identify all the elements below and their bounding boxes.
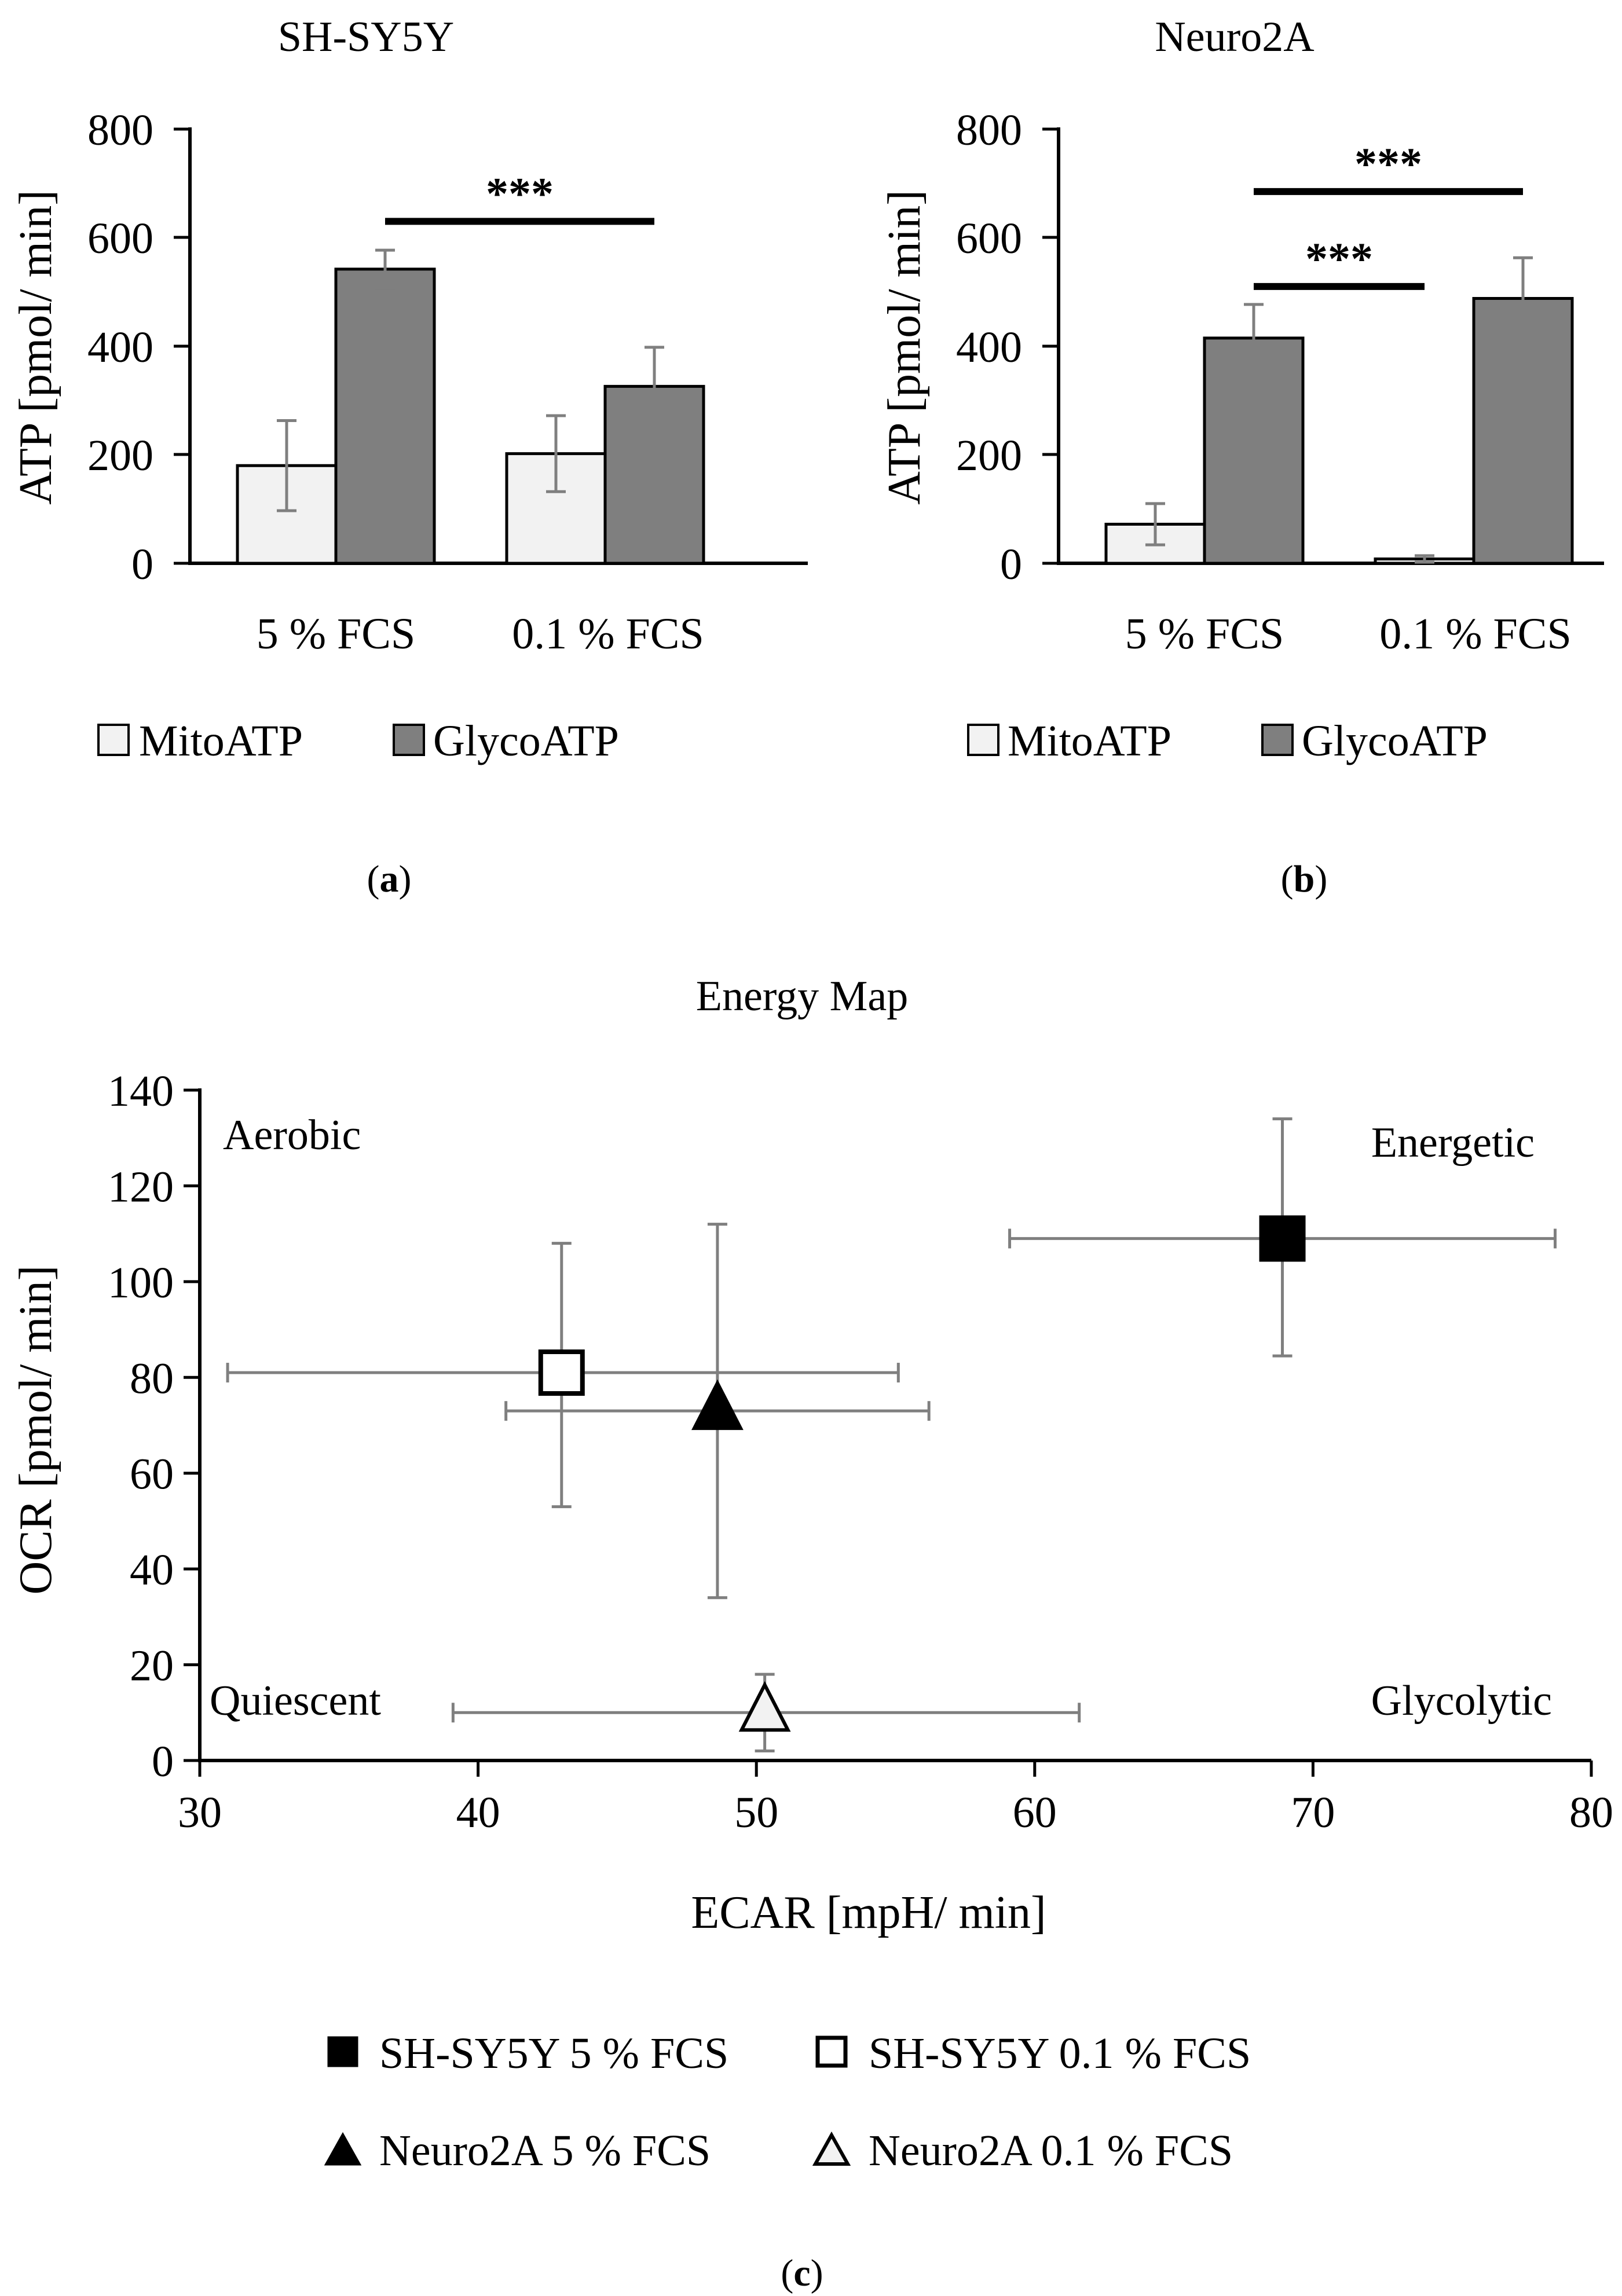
- panel-a-ytick-label: 200: [87, 431, 153, 480]
- significance-label: ***: [1305, 233, 1373, 284]
- quadrant-label-aerobic: Aerobic: [223, 1112, 361, 1159]
- panel-a-y-axis-label: ATP [pmol/ min]: [10, 190, 61, 505]
- panel-b-y-ticks: 0 200 400 600 800: [956, 106, 1059, 589]
- legend-label-neuro2a-5: Neuro2A 5 % FCS: [379, 2126, 711, 2175]
- panel-c-xtick-label: 80: [1569, 1788, 1613, 1837]
- panel-c-xtick-label: 70: [1291, 1788, 1335, 1837]
- point-4-marker: [738, 1681, 791, 1732]
- panel-a-category-label: 0.1 % FCS: [512, 610, 704, 658]
- bar-glycoatp-1: [334, 267, 436, 565]
- panel-c-points: [226, 1117, 1557, 1752]
- legend-marker-sh-sy5y-01: [815, 2035, 848, 2068]
- panel-a-ytick-label: 0: [131, 540, 153, 589]
- panel-b-title: Neuro2A: [1155, 13, 1314, 61]
- panel-c-x-axis-label: ECAR [mpH/ min]: [691, 1887, 1046, 1938]
- bar-glycoatp-2: [603, 384, 705, 565]
- panel-a-ytick-label: 800: [87, 106, 153, 155]
- panel-a-legend-glyco-swatch: [393, 724, 425, 756]
- panel-c-xtick-label: 40: [456, 1788, 500, 1837]
- point-3-marker: [691, 1379, 744, 1431]
- panel-b-legend-glyco-swatch: [1261, 724, 1294, 756]
- legend-marker-sh-sy5y-5: [327, 2036, 358, 2067]
- panel-b-ytick-label: 0: [1000, 540, 1022, 589]
- legend-label-sh-sy5y-5: SH-SY5Y 5 % FCS: [379, 2029, 728, 2078]
- panel-b-y-axis-label: ATP [pmol/ min]: [879, 190, 930, 505]
- panel-b-ytick-label: 200: [956, 431, 1022, 480]
- panel-c-xtick-label: 50: [734, 1788, 778, 1837]
- panel-c-ytick-label: 0: [152, 1737, 174, 1786]
- panel-a-bars: ***: [236, 168, 705, 565]
- panel-b-bars: *** ***: [1104, 138, 1574, 565]
- panel-a-legend-mito-label: MitoATP: [139, 717, 303, 765]
- legend-marker-neuro2a-01: [812, 2131, 851, 2166]
- panel-a: SH-SY5Y ATP [pmol/ min] 0 200 400 600 80…: [10, 13, 808, 900]
- panel-c-ytick-label: 120: [108, 1162, 174, 1211]
- quadrant-label-glycolytic: Glycolytic: [1371, 1677, 1552, 1725]
- panel-c-ytick-label: 80: [130, 1354, 174, 1403]
- panel-a-ytick-label: 400: [87, 323, 153, 372]
- panel-c-xtick-label: 30: [178, 1788, 222, 1837]
- legend-label-neuro2a-01: Neuro2A 0.1 % FCS: [869, 2126, 1233, 2175]
- quadrant-label-quiescent: Quiescent: [210, 1677, 381, 1725]
- panel-c-title: Energy Map: [696, 973, 909, 1020]
- panel-a-label: (a): [367, 858, 412, 900]
- panel-c-legend: SH-SY5Y 5 % FCS SH-SY5Y 0.1 % FCS Neuro2…: [324, 2029, 1251, 2175]
- panel-c-ticks: 0 20 40 60 80 100 120 140 30 40 50 60 70 80: [108, 1067, 1613, 1837]
- panel-b-category-label: 5 % FCS: [1125, 610, 1284, 658]
- panel-b-legend-mito-label: MitoATP: [1008, 717, 1171, 765]
- panel-b-legend: MitoATP GlycoATP: [967, 717, 1488, 765]
- panel-c-label: (c): [781, 2252, 823, 2294]
- panel-c-ytick-label: 100: [108, 1259, 174, 1307]
- panel-a-y-ticks: 0 200 400 600 800: [87, 106, 190, 589]
- legend-marker-neuro2a-5: [324, 2132, 362, 2166]
- legend-label-sh-sy5y-01: SH-SY5Y 0.1 % FCS: [869, 2029, 1251, 2078]
- panel-b-ytick-label: 400: [956, 323, 1022, 372]
- panel-a-ytick-label: 600: [87, 214, 153, 263]
- significance-label: ***: [486, 168, 554, 218]
- panel-c-ytick-label: 140: [108, 1067, 174, 1116]
- panel-a-title: SH-SY5Y: [278, 13, 454, 61]
- point-2-marker: [538, 1349, 585, 1396]
- panel-b-ytick-label: 800: [956, 106, 1022, 155]
- panel-b-ytick-label: 600: [956, 214, 1022, 263]
- point-1-marker: [1259, 1215, 1306, 1262]
- panel-b: Neuro2A ATP [pmol/ min] 0 200 400 600 80…: [879, 13, 1604, 900]
- quadrant-label-energetic: Energetic: [1371, 1119, 1535, 1167]
- panel-b-legend-mito-swatch: [967, 724, 999, 756]
- panel-c-ytick-label: 20: [130, 1642, 174, 1690]
- panel-b-label: (b): [1281, 858, 1328, 900]
- panel-c: Energy Map OCR [pmol/ min] ECAR [mpH/ mi…: [10, 973, 1613, 2294]
- panel-b-legend-glyco-label: GlycoATP: [1302, 717, 1488, 765]
- panel-c-ytick-label: 60: [130, 1450, 174, 1499]
- panel-a-legend-mito-swatch: [97, 724, 130, 756]
- panel-a-category-label: 5 % FCS: [257, 610, 416, 658]
- bar-glycoatp-1: [1203, 336, 1305, 565]
- panel-a-legend-glyco-label: GlycoATP: [433, 717, 619, 765]
- panel-a-legend: MitoATP GlycoATP: [97, 717, 619, 765]
- panel-c-ytick-label: 40: [130, 1546, 174, 1594]
- significance-label: ***: [1354, 138, 1422, 189]
- panel-c-xtick-label: 60: [1013, 1788, 1057, 1837]
- panel-c-y-axis-label: OCR [pmol/ min]: [10, 1266, 61, 1595]
- panel-b-category-label: 0.1 % FCS: [1379, 610, 1572, 658]
